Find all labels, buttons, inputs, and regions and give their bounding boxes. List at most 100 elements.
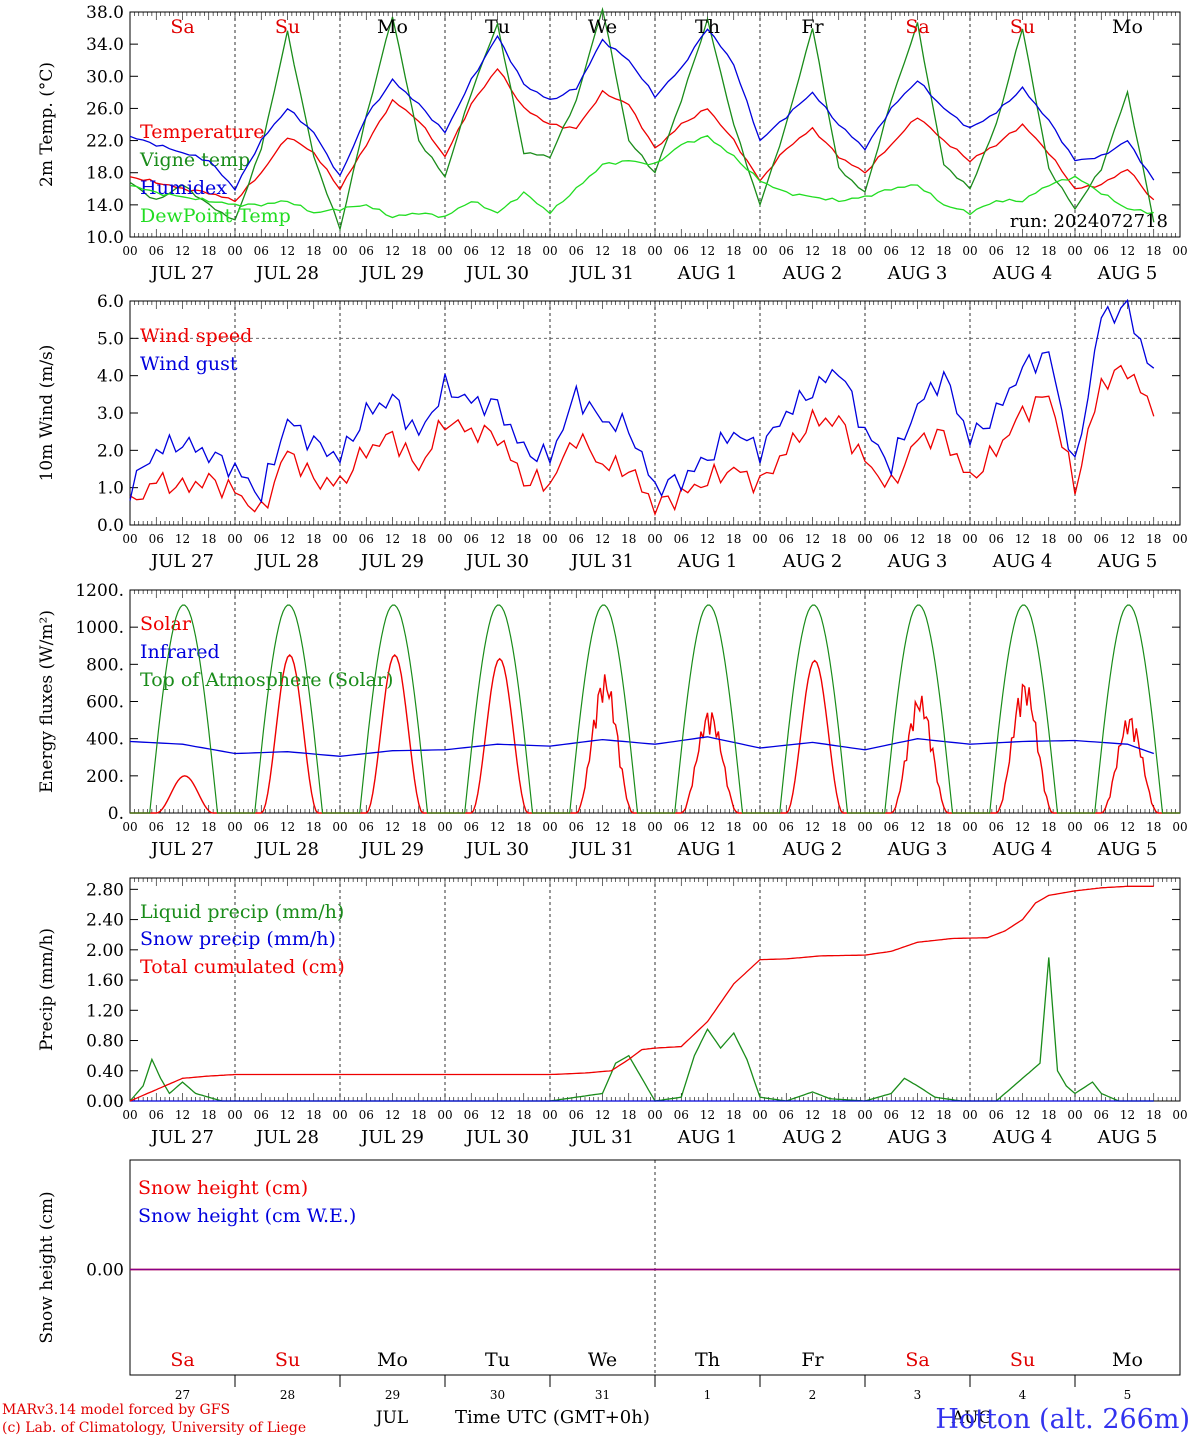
- day-number-label: 1: [704, 1388, 712, 1402]
- hour-tick-label: 00: [962, 1108, 977, 1122]
- hour-tick-label: 18: [1146, 532, 1161, 546]
- series-dewpoint-temp: [129, 135, 1154, 219]
- legend-entry: Infrared: [140, 641, 220, 663]
- hour-tick-label: 06: [149, 820, 164, 834]
- day-label: JUL 28: [254, 1127, 319, 1148]
- weekday-label: Su: [275, 16, 300, 38]
- legend-entry: Snow height (cm): [138, 1177, 308, 1199]
- hour-tick-label: 00: [857, 820, 872, 834]
- day-number-label: 2: [809, 1388, 817, 1402]
- hour-tick-label: 06: [569, 532, 584, 546]
- series-line: [129, 736, 1155, 757]
- hour-tick-label: 00: [542, 820, 557, 834]
- day-number-label: 28: [280, 1388, 295, 1402]
- series-line: [129, 364, 1155, 517]
- hour-tick-label: 18: [1146, 1108, 1161, 1122]
- day-label: AUG 3: [887, 263, 948, 284]
- day-label: JUL 29: [359, 1127, 424, 1148]
- hour-tick-label: 18: [516, 244, 531, 258]
- hour-tick-label: 12: [385, 1108, 400, 1122]
- hour-tick-label: 00: [332, 244, 347, 258]
- series-line: [129, 135, 1154, 219]
- month-label-aug: AUG: [951, 1408, 992, 1428]
- y-tick-label: 0.00: [86, 1261, 124, 1281]
- series-line: [129, 298, 1155, 504]
- series-wind-speed: [129, 364, 1155, 517]
- hour-tick-label: 00: [122, 532, 137, 546]
- day-label: AUG 2: [782, 263, 843, 284]
- hour-tick-label: 06: [674, 820, 689, 834]
- hour-tick-label: 18: [831, 820, 846, 834]
- hour-tick-label: 00: [437, 820, 452, 834]
- y-tick-label: 30.0: [86, 67, 124, 87]
- hour-tick-label: 06: [779, 820, 794, 834]
- weekday-label: Sa: [170, 16, 194, 38]
- hour-tick-label: 12: [1120, 820, 1135, 834]
- series-line: [129, 28, 1155, 192]
- day-label: JUL 27: [149, 263, 214, 284]
- day-label: JUL 28: [254, 551, 319, 572]
- hour-tick-label: 12: [805, 820, 820, 834]
- day-label: JUL 31: [569, 263, 634, 284]
- day-label: AUG 4: [992, 839, 1053, 860]
- hour-tick-label: 06: [884, 244, 899, 258]
- hour-tick-label: 18: [1041, 532, 1056, 546]
- legend-entry: Vigne temp: [139, 149, 250, 171]
- y-tick-label: 200.: [86, 767, 124, 787]
- weekday-label: Su: [1010, 1349, 1035, 1371]
- y-tick-label: 26.0: [86, 99, 124, 119]
- weekday-label: Tu: [485, 16, 510, 38]
- hour-tick-label: 12: [595, 532, 610, 546]
- weekday-label: Fr: [801, 16, 824, 38]
- hour-tick-label: 18: [411, 532, 426, 546]
- hour-tick-label: 06: [359, 532, 374, 546]
- y-tick-label: 10.0: [86, 228, 124, 248]
- y-tick-label: 2.00: [86, 941, 124, 961]
- legend-entry: Top of Atmosphere (Solar): [140, 669, 393, 691]
- panel-4: 00 06 12 18 00 06 12 18 00 06 12 18 00 06 12 18 00 06 12 18…: [37, 877, 1188, 1148]
- y-tick-label: 22.0: [86, 132, 124, 152]
- hour-tick-label: 18: [1146, 820, 1161, 834]
- hour-tick-label: 18: [936, 820, 951, 834]
- series-total-cumulated-cm: [129, 885, 1154, 1102]
- y-tick-label: 18.0: [86, 164, 124, 184]
- series-temperature: [129, 67, 1155, 203]
- hour-tick-label: 00: [227, 1108, 242, 1122]
- hour-tick-label: 06: [569, 820, 584, 834]
- hour-tick-label: 12: [490, 244, 505, 258]
- hour-tick-label: 12: [1015, 820, 1030, 834]
- day-number-label: 30: [490, 1388, 505, 1402]
- hour-tick-label: 12: [805, 532, 820, 546]
- weekday-label: Th: [695, 16, 720, 38]
- hour-tick-label: 06: [884, 1108, 899, 1122]
- weekday-label: Mo: [377, 1349, 408, 1371]
- y-axis-label: 2m Temp. (°C): [37, 62, 57, 187]
- hour-tick-label: 12: [175, 1108, 190, 1122]
- day-label: JUL 29: [359, 263, 424, 284]
- hour-tick-label: 06: [1094, 820, 1109, 834]
- hour-tick-label: 18: [726, 532, 741, 546]
- day-label: AUG 5: [1097, 263, 1158, 284]
- series-vigne-temp: [129, 6, 1155, 232]
- y-tick-label: 3.0: [97, 404, 124, 424]
- y-tick-label: 6.0: [97, 292, 124, 312]
- y-tick-label: 1.20: [86, 1001, 124, 1021]
- hour-tick-label: 06: [149, 1108, 164, 1122]
- y-axis-label: 10m Wind (m/s): [37, 345, 57, 482]
- day-label: JUL 27: [149, 551, 214, 572]
- hour-tick-label: 00: [857, 532, 872, 546]
- hour-tick-label: 18: [726, 1108, 741, 1122]
- hour-tick-label: 18: [621, 820, 636, 834]
- hour-tick-label: 00: [1067, 1108, 1082, 1122]
- day-label: JUL 31: [569, 551, 634, 572]
- hour-tick-label: 00: [647, 820, 662, 834]
- day-label: AUG 5: [1097, 551, 1158, 572]
- hour-tick-label: 18: [411, 244, 426, 258]
- panel-3: 00 06 12 18 00 06 12 18 00 06 12 18 00 06 12 18 00 06 12 18…: [37, 581, 1188, 860]
- hour-tick-label: 06: [989, 1108, 1004, 1122]
- hour-tick-label: 06: [254, 820, 269, 834]
- day-label: AUG 1: [677, 263, 738, 284]
- weekday-label: Mo: [377, 16, 408, 38]
- y-tick-label: 14.0: [86, 196, 124, 216]
- series-liquid-precip-mm-h: [129, 957, 1154, 1102]
